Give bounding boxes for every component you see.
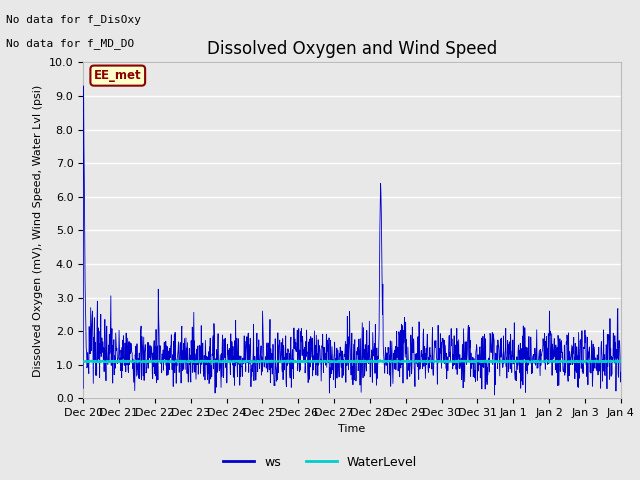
Legend: ws, WaterLevel: ws, WaterLevel — [218, 451, 422, 474]
Title: Dissolved Oxygen and Wind Speed: Dissolved Oxygen and Wind Speed — [207, 40, 497, 58]
Y-axis label: Dissolved Oxygen (mV), Wind Speed, Water Lvl (psi): Dissolved Oxygen (mV), Wind Speed, Water… — [33, 84, 44, 376]
Text: No data for f_DisOxy: No data for f_DisOxy — [6, 14, 141, 25]
X-axis label: Time: Time — [339, 424, 365, 433]
Text: EE_met: EE_met — [94, 69, 141, 82]
Text: No data for f_MD_DO: No data for f_MD_DO — [6, 38, 134, 49]
